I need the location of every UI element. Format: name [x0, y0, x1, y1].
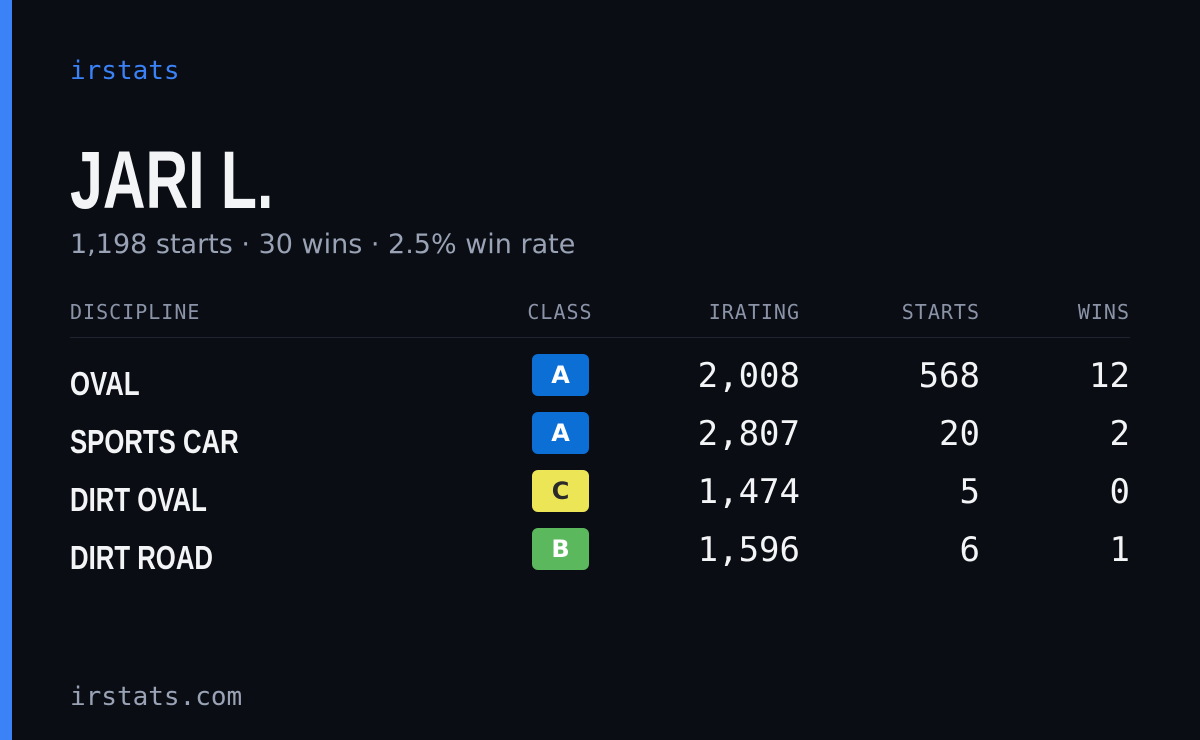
player-name: JARI L. — [70, 135, 274, 226]
accent-bar — [0, 0, 12, 740]
column-header: CLASS — [527, 300, 593, 324]
class-badge: A — [532, 354, 589, 396]
discipline: SPORTS CAR — [70, 423, 239, 460]
class-badge: A — [532, 412, 589, 454]
wins: 12 — [1089, 356, 1130, 396]
discipline: DIRT OVAL — [70, 481, 207, 518]
wins: 2 — [1109, 414, 1130, 454]
divider — [70, 337, 1130, 338]
column-header: WINS — [1077, 300, 1130, 324]
irating: 1,596 — [697, 530, 800, 570]
class-badge: B — [532, 528, 589, 570]
starts: 20 — [939, 414, 980, 454]
irating: 1,474 — [697, 472, 800, 512]
summary: 1,198 starts · 30 wins · 2.5% win rate — [70, 229, 576, 260]
starts: 568 — [918, 356, 980, 396]
column-header: IRATING — [708, 300, 800, 324]
class-badge: C — [532, 470, 589, 512]
wins: 1 — [1109, 530, 1130, 570]
brand: irstats — [70, 56, 180, 86]
column-header: DISCIPLINE — [70, 300, 201, 324]
discipline: DIRT ROAD — [70, 539, 213, 576]
footer-url: irstats.com — [70, 682, 243, 712]
irating: 2,008 — [697, 356, 800, 396]
starts: 5 — [959, 472, 980, 512]
starts: 6 — [959, 530, 980, 570]
irating: 2,807 — [697, 414, 800, 454]
wins: 0 — [1109, 472, 1130, 512]
column-header: STARTS — [901, 300, 980, 324]
discipline: OVAL — [70, 365, 140, 402]
